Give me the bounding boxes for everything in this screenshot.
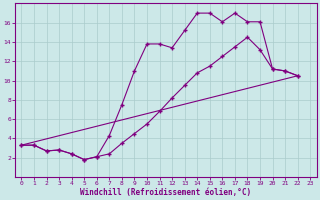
X-axis label: Windchill (Refroidissement éolien,°C): Windchill (Refroidissement éolien,°C) [80, 188, 252, 197]
